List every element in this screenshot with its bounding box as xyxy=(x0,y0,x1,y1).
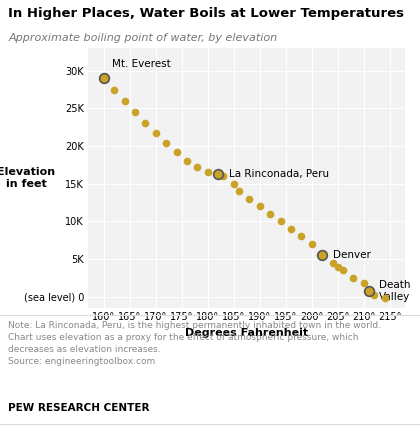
Text: PEW RESEARCH CENTER: PEW RESEARCH CENTER xyxy=(8,403,150,413)
Text: Denver: Denver xyxy=(333,250,370,260)
Text: In Higher Places, Water Boils at Lower Temperatures: In Higher Places, Water Boils at Lower T… xyxy=(8,7,404,20)
Text: Death
Valley: Death Valley xyxy=(379,280,411,302)
Text: Approximate boiling point of water, by elevation: Approximate boiling point of water, by e… xyxy=(8,33,278,43)
Text: Mt. Everest: Mt. Everest xyxy=(112,59,171,69)
X-axis label: Degrees Fahrenheit: Degrees Fahrenheit xyxy=(185,328,308,338)
Text: La Rinconada, Peru: La Rinconada, Peru xyxy=(228,169,329,179)
Text: Note: La Rinconada, Peru, is the highest permanently inhabited town in the world: Note: La Rinconada, Peru, is the highest… xyxy=(8,321,381,366)
Y-axis label: Elevation
in feet: Elevation in feet xyxy=(0,167,55,189)
